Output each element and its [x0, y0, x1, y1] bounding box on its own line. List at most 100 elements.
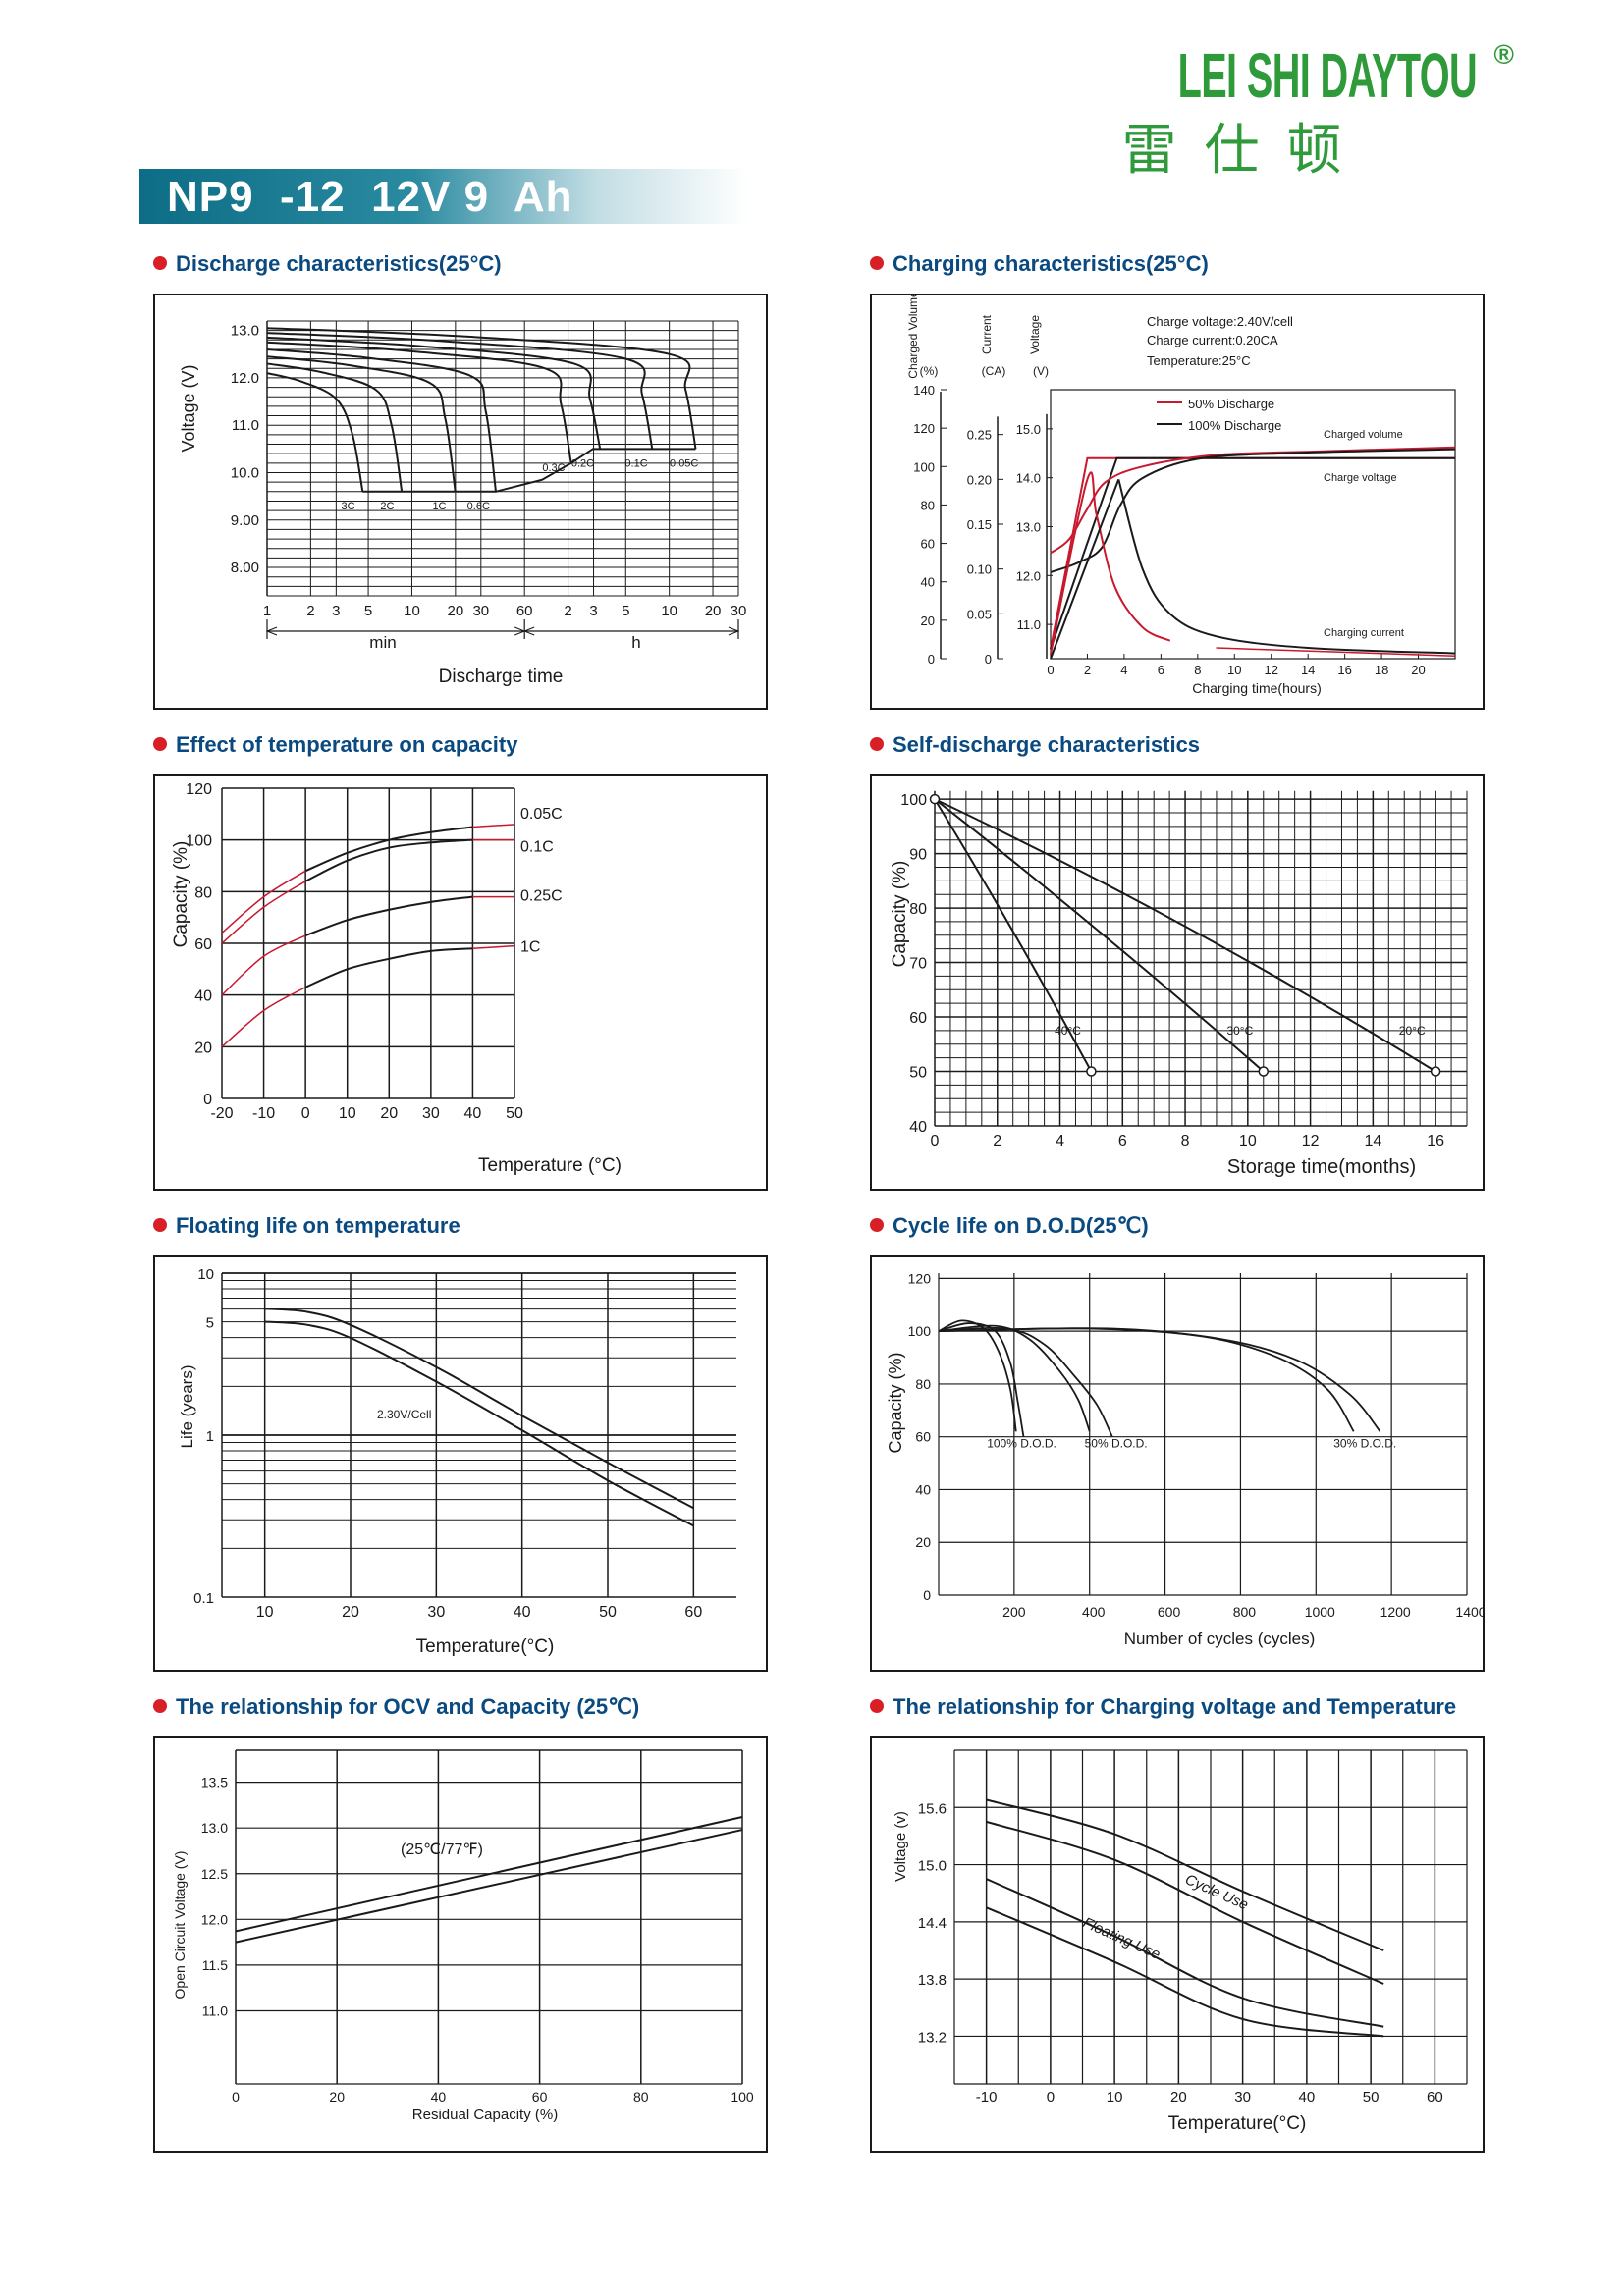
x-tick-label: 10 [339, 1105, 356, 1122]
model-banner: NP9 -12 12V 9 Ah [139, 169, 748, 224]
x-tick-label: 2 [1084, 663, 1091, 677]
y-tick-label: 10 [197, 1266, 214, 1283]
y-tick-label: 20 [915, 1534, 931, 1550]
y-tick-label: 80 [915, 1376, 931, 1392]
y-tick-voltage: 14.0 [1016, 471, 1041, 486]
panel-floating-life: Floating life on temperature Life (years… [153, 1110, 772, 1675]
y-tick-current: 0.15 [967, 517, 992, 532]
chart-box: Voltage (v) Temperature(°C) Cycle Use Fl… [870, 1736, 1485, 2153]
y-tick-voltage: 15.0 [1016, 422, 1041, 437]
x-tick-label: 80 [633, 2089, 649, 2105]
series-line [304, 895, 473, 937]
x-tick-label: 10 [1107, 2089, 1123, 2106]
note-temperature: Temperature:25°C [1147, 353, 1251, 368]
bullet-icon [153, 1218, 167, 1232]
x-axis-label: Number of cycles (cycles) [1124, 1629, 1316, 1648]
x-tick-label: -10 [976, 2089, 998, 2106]
y-tick-label: 15.0 [918, 1858, 947, 1875]
y-axis-label: Life (years) [178, 1364, 196, 1448]
y-tick-volume: 120 [913, 421, 935, 436]
x-tick-label: 10 [256, 1604, 274, 1621]
y-tick-voltage: 11.0 [1017, 617, 1041, 632]
x-tick-label: 4 [1120, 663, 1127, 677]
annotation: (25℃/77℉) [401, 1842, 483, 1858]
arrow-head [522, 626, 535, 636]
y-tick-volume: 40 [921, 575, 935, 590]
y-tick-label: 13.8 [918, 1972, 947, 1989]
panel-charge-voltage-temp: The relationship for Charging voltage an… [870, 1694, 1489, 2156]
x-axis-label: Temperature (°C) [478, 1155, 622, 1176]
y-tick-current: 0.05 [967, 607, 992, 621]
panel-title: Discharge characteristics(25°C) [153, 251, 502, 291]
series-line-cold [221, 934, 306, 996]
y-tick-label: 90 [909, 847, 927, 864]
x-tick-label: 4 [1056, 1133, 1064, 1149]
series-label: 0.25C [520, 888, 563, 905]
title-rule [1164, 1223, 1475, 1224]
y-tick-label: 100 [900, 792, 927, 809]
x-tick-label: 40 [464, 1105, 482, 1122]
y-tick-label: 15.6 [918, 1800, 947, 1817]
x-tick-label: 20 [329, 2089, 345, 2105]
y-tick-volume: 60 [921, 537, 935, 552]
voltage-curve-50 [1050, 456, 1455, 650]
y-tick-label: 10.0 [231, 464, 259, 481]
x-tick-label: 3 [589, 603, 597, 619]
note-voltage: Charge voltage:2.40V/cell [1147, 314, 1293, 329]
x-tick-label: 10 [404, 603, 420, 619]
y-tick-label: 120 [186, 781, 212, 798]
current-ramp-100 [1050, 478, 1120, 660]
brand-name: LEI SHI DAYTOU [1177, 40, 1478, 111]
y-tick-voltage: 13.0 [1016, 519, 1041, 534]
x-tick-label: 30 [731, 603, 747, 619]
y-tick-volume: 100 [913, 459, 935, 474]
x-tick-label: 20 [705, 603, 722, 619]
x-tick-label: 18 [1375, 663, 1388, 677]
series-line-warm [472, 944, 515, 950]
y-tick-label: 50 [909, 1065, 927, 1082]
curve-label: 0.05C [670, 457, 698, 469]
y-tick-volume: 80 [921, 498, 935, 512]
y-tick-label: 100 [186, 833, 212, 850]
x-axis-label: Temperature(°C) [416, 1636, 555, 1657]
series-line [934, 798, 1265, 1073]
y-tick-label: 1 [206, 1428, 214, 1445]
discharge-curve [266, 372, 364, 492]
ocv-line [235, 1829, 743, 1944]
y-axis-label: Capacity (%) [890, 861, 910, 968]
discharge-curve [266, 336, 602, 450]
panel-cycle-life: Cycle life on D.O.D(25℃) Capacity (%) Nu… [870, 1213, 1489, 1675]
x-tick-label: 60 [1427, 2089, 1443, 2106]
cycle-curve [938, 1322, 1025, 1437]
cycle-curve [938, 1327, 1355, 1432]
x-tick-label: 20 [342, 1604, 359, 1621]
x-axis-label: Charging time(hours) [1192, 680, 1322, 696]
x-axis-label: Temperature(°C) [1168, 2113, 1307, 2134]
panel-title: Self-discharge characteristics [870, 732, 1200, 772]
unit-h-label: h [631, 633, 640, 652]
x-tick-label: 10 [1239, 1133, 1257, 1149]
axis-unit-current: (CA) [982, 364, 1006, 378]
panel-ocv: The relationship for OCV and Capacity (2… [153, 1694, 772, 2156]
cycle-curve [938, 1327, 1381, 1432]
end-marker [1258, 1066, 1270, 1077]
x-tick-label: 20 [448, 603, 464, 619]
cycle-curve [938, 1326, 1113, 1438]
x-tick-label: 60 [516, 603, 533, 619]
x-axis-label: Residual Capacity (%) [412, 2107, 558, 2123]
x-tick-label: 30 [422, 1105, 440, 1122]
axis-unit-volume: (%) [920, 364, 939, 378]
x-tick-label: 30 [472, 603, 489, 619]
floating-use-lower [986, 1906, 1384, 2038]
y-tick-label: 12.0 [201, 1911, 228, 1927]
panel-title: Effect of temperature on capacity [153, 732, 517, 772]
x-tick-label: 16 [1427, 1133, 1444, 1149]
label-charging-current: Charging current [1324, 627, 1404, 639]
y-tick-label: 80 [194, 884, 212, 901]
y-tick-label: 80 [909, 901, 927, 918]
legend-50-label: 50% Discharge [1188, 397, 1274, 411]
y-tick-label: 13.0 [231, 323, 259, 340]
y-tick-label: 20 [194, 1040, 212, 1056]
voltage-curve-100 [1050, 456, 1455, 650]
x-tick-label: 0 [301, 1105, 310, 1122]
